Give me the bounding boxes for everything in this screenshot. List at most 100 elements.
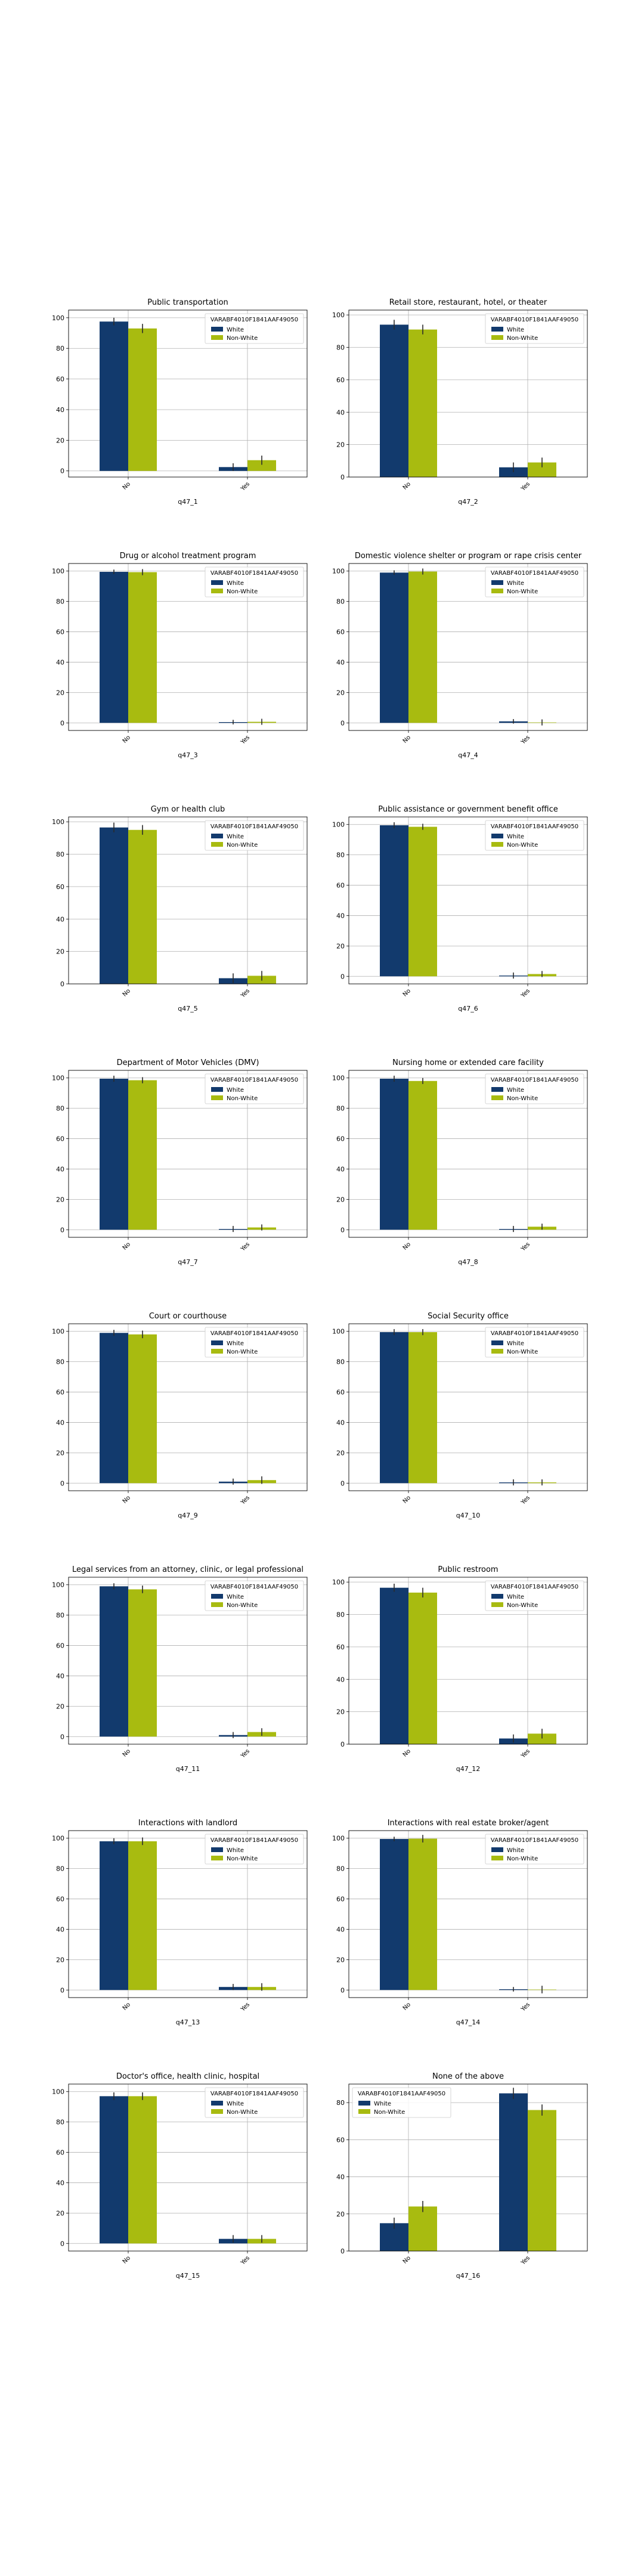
legend-label: White (374, 2101, 391, 2107)
legend-label: Non-White (507, 1856, 538, 1862)
x-tick-label: Yes (519, 1241, 531, 1253)
bar-non-white-no (128, 829, 157, 984)
bar-white-no (380, 1332, 408, 1484)
y-tick-label: 0 (60, 1226, 64, 1234)
chart-panel-q47_12: Public restroom 0 20 40 60 80 100 No Yes q47_12 VA… (332, 1565, 588, 1773)
x-axis-label: q47_8 (458, 1258, 478, 1266)
legend-swatch-white (491, 327, 503, 332)
x-tick-label: No (122, 1241, 132, 1251)
axes-frame (348, 816, 588, 984)
legend-swatch-non-white (491, 1856, 503, 1860)
legend-box (205, 1834, 304, 1865)
y-tick-label: 20 (336, 2210, 345, 2218)
legend-title: VARABF4010F1841AAF49050 (491, 1330, 578, 1337)
y-tick-label: 60 (56, 628, 64, 636)
legend-swatch-white (491, 1847, 503, 1852)
legend-swatch-non-white (211, 1856, 223, 1860)
legend-label: White (227, 1340, 244, 1347)
legend-box (205, 820, 304, 851)
x-tick-label: Yes (239, 1241, 251, 1253)
y-tick-label: 100 (332, 311, 345, 319)
legend-swatch-white (491, 834, 503, 838)
y-tick-label: 20 (56, 689, 64, 696)
y-tick-label: 40 (56, 1925, 64, 1933)
bar-white-no (100, 1333, 128, 1484)
legend-swatch-white (211, 1847, 223, 1852)
y-tick-label: 60 (56, 1389, 64, 1397)
bar-non-white-no (128, 572, 157, 723)
y-tick-label: 40 (336, 1165, 345, 1173)
x-axis-label: q47_4 (458, 751, 478, 759)
bar-white-no (380, 825, 408, 977)
legend-title: VARABF4010F1841AAF49050 (210, 2091, 298, 2097)
y-tick-label: 40 (56, 915, 64, 923)
y-tick-label: 80 (56, 1865, 64, 1873)
chart-panel-q47_14: Interactions with real estate broker/age… (332, 1819, 588, 2026)
x-tick-label: No (122, 2001, 132, 2011)
bar-white-no (100, 1586, 128, 1737)
legend-swatch-non-white (211, 589, 223, 593)
x-axis-label: q47_5 (178, 1005, 197, 1013)
bar-white-yes (499, 2093, 528, 2251)
legend-label: White (227, 2101, 244, 2107)
y-tick-label: 40 (56, 1672, 64, 1680)
bar-white-no (100, 1841, 128, 1990)
y-tick-label: 0 (60, 2240, 64, 2247)
legend: VARABF4010F1841AAF49050 White Non-White (205, 2087, 304, 2118)
bar-white-no (100, 827, 128, 984)
legend-swatch-white (491, 1594, 503, 1599)
x-tick-label: Yes (239, 1494, 251, 1506)
legend-label: Non-White (227, 1856, 258, 1862)
legend: VARABF4010F1841AAF49050 White Non-White (205, 1834, 304, 1865)
x-tick-label: Yes (519, 987, 531, 999)
y-tick-label: 80 (336, 344, 345, 352)
chart-title: Gym or health club (151, 805, 225, 814)
legend-label: White (507, 327, 524, 333)
x-tick-label: No (122, 987, 132, 998)
chart-title: None of the above (432, 2072, 504, 2081)
legend-label: Non-White (227, 1602, 258, 1609)
legend-title: VARABF4010F1841AAF49050 (491, 823, 578, 830)
x-tick-label: No (402, 734, 412, 744)
chart-title: Doctor's office, health clinic, hospital (116, 2072, 259, 2081)
y-tick-label: 40 (336, 658, 345, 666)
legend-swatch-non-white (211, 1349, 223, 1354)
y-tick-label: 100 (332, 1578, 345, 1586)
y-tick-label: 60 (56, 2149, 64, 2157)
bar-white-no (100, 321, 128, 471)
x-tick-label: No (402, 1748, 412, 1758)
legend-label: Non-White (227, 335, 258, 342)
x-axis-label: q47_16 (456, 2272, 480, 2280)
x-tick-label: Yes (239, 734, 251, 746)
legend: VARABF4010F1841AAF49050 White Non-White (485, 1327, 584, 1358)
x-tick-label: No (402, 1241, 412, 1251)
bar-non-white-no (128, 328, 157, 471)
x-tick-label: No (122, 734, 132, 744)
chart-title: Public transportation (147, 298, 228, 307)
y-tick-label: 20 (336, 1449, 345, 1457)
y-tick-label: 20 (56, 2209, 64, 2217)
bar-non-white-yes (528, 2110, 556, 2251)
legend-swatch-white (491, 1340, 503, 1345)
y-tick-label: 60 (336, 2136, 345, 2144)
axes-frame (68, 1830, 308, 1998)
chart-title: Public restroom (438, 1565, 498, 1574)
y-tick-label: 40 (336, 2174, 345, 2181)
y-tick-label: 20 (336, 1708, 345, 1716)
y-tick-label: 60 (56, 1642, 64, 1650)
legend-label: Non-White (227, 1349, 258, 1355)
chart-panel-q47_16: None of the above 0 20 40 60 80 No Yes q47_16 VAR… (336, 2072, 588, 2280)
bar-non-white-no (408, 1592, 437, 1744)
x-tick-label: Yes (239, 987, 251, 999)
x-tick-label: Yes (519, 481, 531, 493)
legend-label: Non-White (507, 589, 538, 595)
legend-label: White (227, 580, 244, 587)
legend-label: White (507, 1847, 524, 1854)
legend-swatch-white (211, 1594, 223, 1599)
legend-swatch-non-white (491, 335, 503, 340)
legend-label: White (507, 580, 524, 587)
y-tick-label: 0 (60, 1986, 64, 1994)
y-tick-label: 40 (336, 1676, 345, 1683)
y-tick-label: 80 (336, 1105, 345, 1113)
